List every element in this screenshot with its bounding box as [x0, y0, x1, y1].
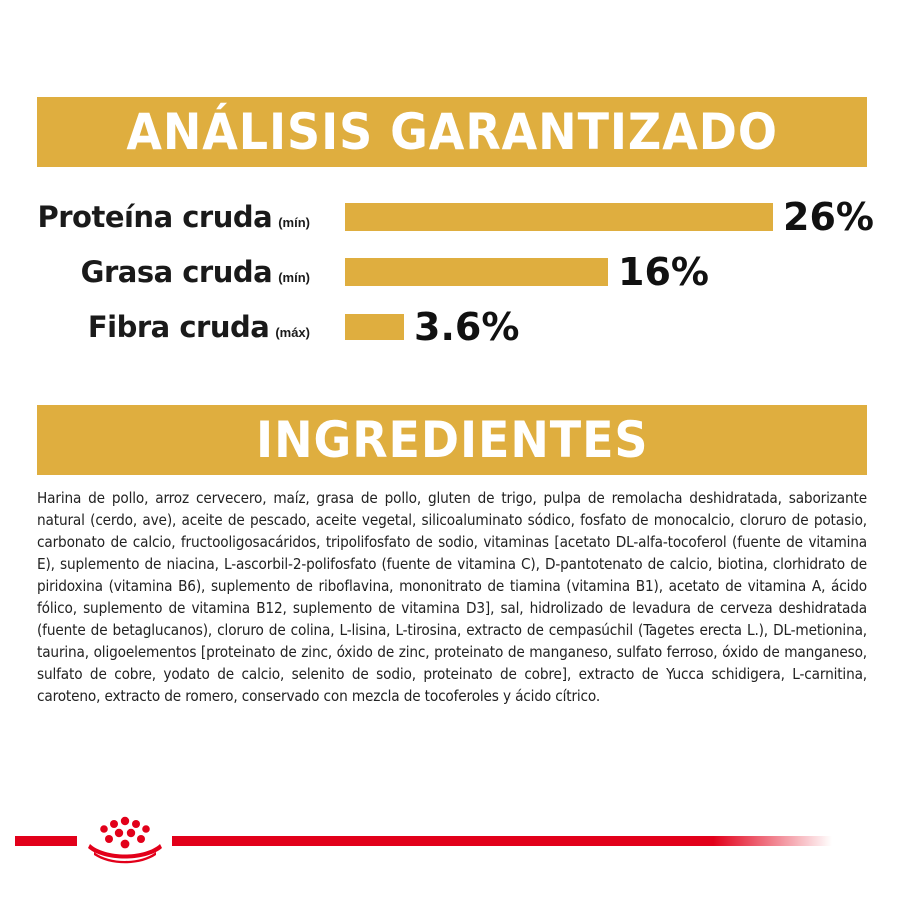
ingredients-banner: INGREDIENTES	[37, 405, 867, 475]
analysis-banner: ANÁLISIS GARANTIZADO	[37, 97, 867, 167]
footer-red-line-right	[172, 836, 832, 846]
nutrient-value: 3.6%	[414, 305, 520, 349]
nutrient-row-protein: Proteína cruda (mín) 26%	[0, 195, 900, 239]
nutrient-qualifier: (máx)	[275, 325, 310, 340]
nutrient-label: Fibra cruda (máx)	[88, 307, 310, 347]
ingredients-title: INGREDIENTES	[255, 411, 649, 469]
analysis-title: ANÁLISIS GARANTIZADO	[126, 103, 778, 161]
nutrient-qualifier: (mín)	[278, 270, 310, 285]
crown-logo-icon	[88, 816, 162, 864]
nutrient-row-fat: Grasa cruda (mín) 16%	[0, 250, 900, 294]
nutrient-name: Grasa cruda	[80, 255, 273, 289]
nutrient-value: 26%	[783, 195, 874, 239]
nutrient-label: Grasa cruda (mín)	[81, 252, 310, 292]
nutrient-bar	[345, 258, 608, 286]
nutrient-name: Proteína cruda	[37, 200, 273, 234]
nutrient-value: 16%	[618, 250, 709, 294]
nutrient-bar	[345, 203, 773, 231]
ingredients-text: Harina de pollo, arroz cervecero, maíz, …	[37, 489, 867, 705]
nutrient-name: Fibra cruda	[87, 310, 270, 344]
footer-red-line-left	[15, 836, 77, 846]
nutrient-bar	[345, 314, 404, 340]
nutrient-qualifier: (mín)	[278, 215, 310, 230]
nutrient-label: Proteína cruda (mín)	[37, 197, 310, 237]
nutrient-row-fiber: Fibra cruda (máx) 3.6%	[0, 305, 900, 349]
